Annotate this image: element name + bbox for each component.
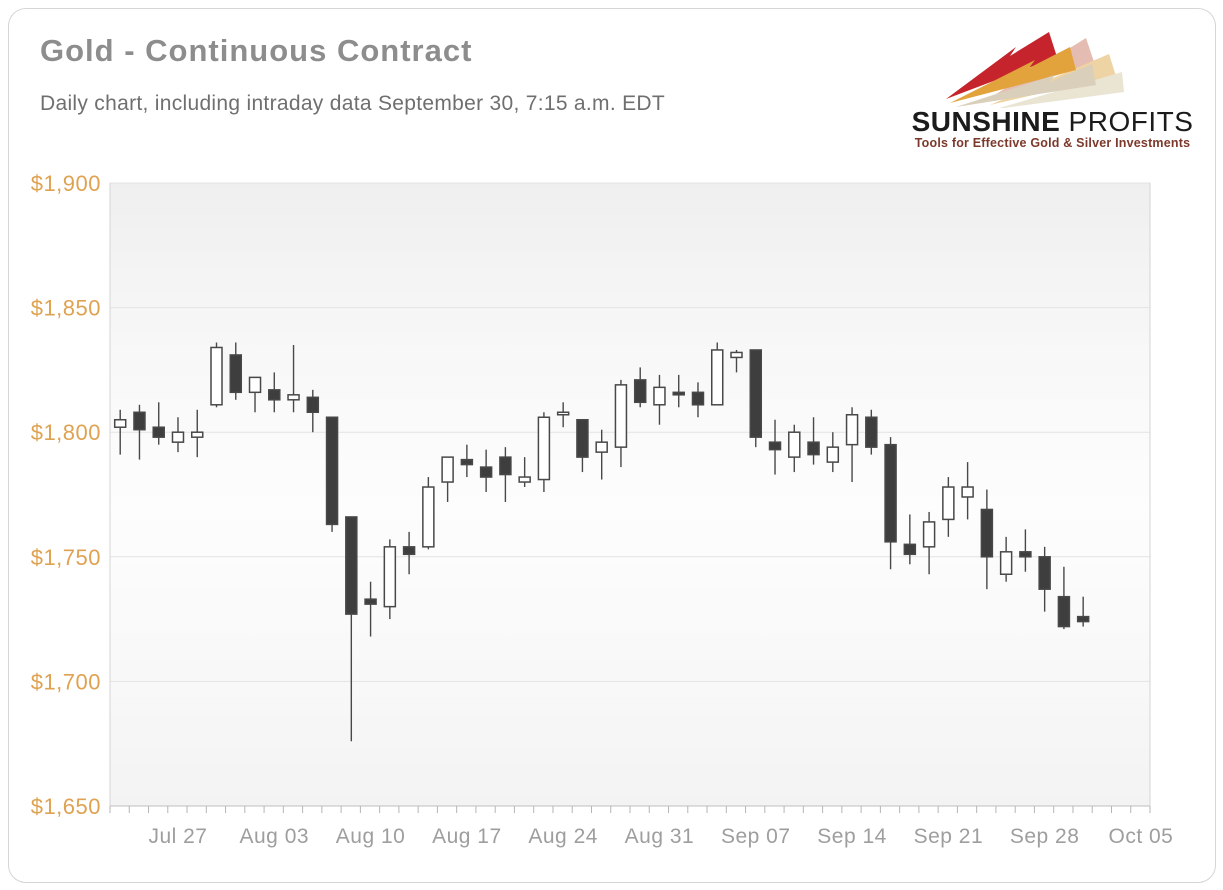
candle-body: [325, 416, 339, 526]
candle-body: [768, 441, 782, 451]
candle-body: [922, 521, 936, 548]
bolt-gold: [950, 47, 1076, 103]
candle-body: [980, 508, 994, 558]
candle-body: [422, 486, 435, 548]
y-axis-label: $1,650: [31, 794, 101, 819]
candle-body: [306, 396, 320, 414]
candle-body: [518, 476, 531, 483]
bolt-beige: [956, 64, 1096, 107]
x-axis-label: Aug 10: [336, 825, 406, 848]
logo-wordmark: SUNSHINE PROFITS: [890, 106, 1215, 138]
candle-body: [942, 486, 955, 521]
x-axis-label: Aug 31: [625, 825, 695, 848]
candle-body: [653, 386, 666, 406]
candle-body: [479, 466, 493, 478]
candle-body: [210, 346, 223, 406]
candle-body: [730, 351, 743, 359]
candle-body: [190, 431, 204, 438]
y-axis-label: $1,850: [31, 296, 101, 321]
logo-name-bold: SUNSHINE: [911, 106, 1061, 137]
x-axis-label: Jul 27: [148, 825, 207, 848]
candle-body: [1057, 595, 1071, 628]
y-axis-label: $1,750: [31, 545, 101, 570]
candle-body: [749, 349, 763, 438]
candle-body: [499, 456, 512, 476]
x-axis-label: Sep 14: [817, 825, 887, 848]
x-axis-label: Sep 28: [1010, 825, 1080, 848]
y-axis-label: $1,800: [31, 420, 101, 445]
candle-body: [152, 426, 165, 438]
candle-body: [807, 441, 820, 456]
candle-body: [171, 431, 185, 443]
candle-body: [999, 551, 1013, 575]
candle-body: [865, 416, 878, 448]
page-title: Gold - Continuous Contract: [40, 33, 473, 68]
sunshine-bolts-icon: [946, 32, 1124, 108]
x-axis-label: Sep 21: [914, 825, 984, 848]
x-axis-label: Sep 07: [721, 825, 791, 848]
candle-body: [229, 354, 243, 394]
candle-body: [595, 441, 608, 453]
candle-body: [691, 391, 705, 406]
x-axis-label: Aug 03: [240, 825, 310, 848]
candle-body: [460, 458, 474, 466]
chart-subtitle: Daily chart, including intraday data Sep…: [40, 92, 666, 115]
candle-body: [884, 443, 897, 543]
candle-body: [845, 414, 859, 446]
candle-body: [383, 546, 397, 608]
candle-body: [441, 456, 454, 483]
x-axis-label: Aug 17: [432, 825, 502, 848]
candle-body: [961, 486, 974, 498]
candle-body: [133, 411, 146, 431]
candle-body: [556, 411, 570, 416]
x-axis-label: Aug 24: [528, 825, 598, 848]
candle-body: [364, 598, 377, 605]
candle-body: [287, 394, 300, 401]
candle-body: [1076, 615, 1090, 623]
candle-body: [633, 379, 647, 404]
y-axis-label: $1,700: [31, 669, 101, 694]
candle-body: [614, 384, 628, 448]
plot-area: [110, 183, 1150, 806]
candle-body: [1038, 556, 1051, 590]
candle-body: [1019, 551, 1032, 558]
candle-body: [710, 349, 724, 406]
candle-body: [268, 389, 281, 401]
candle-body: [576, 418, 589, 458]
y-axis-label: $1,900: [31, 171, 101, 196]
candle-body: [402, 546, 416, 556]
candle-body: [672, 391, 685, 396]
x-axis-label: Oct 05: [1109, 825, 1174, 848]
sunshine-profits-logo: SUNSHINE PROFITS Tools for Effective Gol…: [890, 8, 1215, 158]
candle-body: [537, 416, 551, 481]
candle-body: [903, 543, 917, 556]
logo-name-regular: PROFITS: [1060, 106, 1194, 137]
candle-body: [113, 418, 127, 428]
candle-body: [826, 446, 840, 463]
bolt-red: [946, 32, 1057, 99]
logo-tagline: Tools for Effective Gold & Silver Invest…: [914, 136, 1191, 150]
candle-body: [345, 516, 358, 615]
candle-body: [788, 431, 801, 458]
candle-body: [248, 376, 262, 394]
